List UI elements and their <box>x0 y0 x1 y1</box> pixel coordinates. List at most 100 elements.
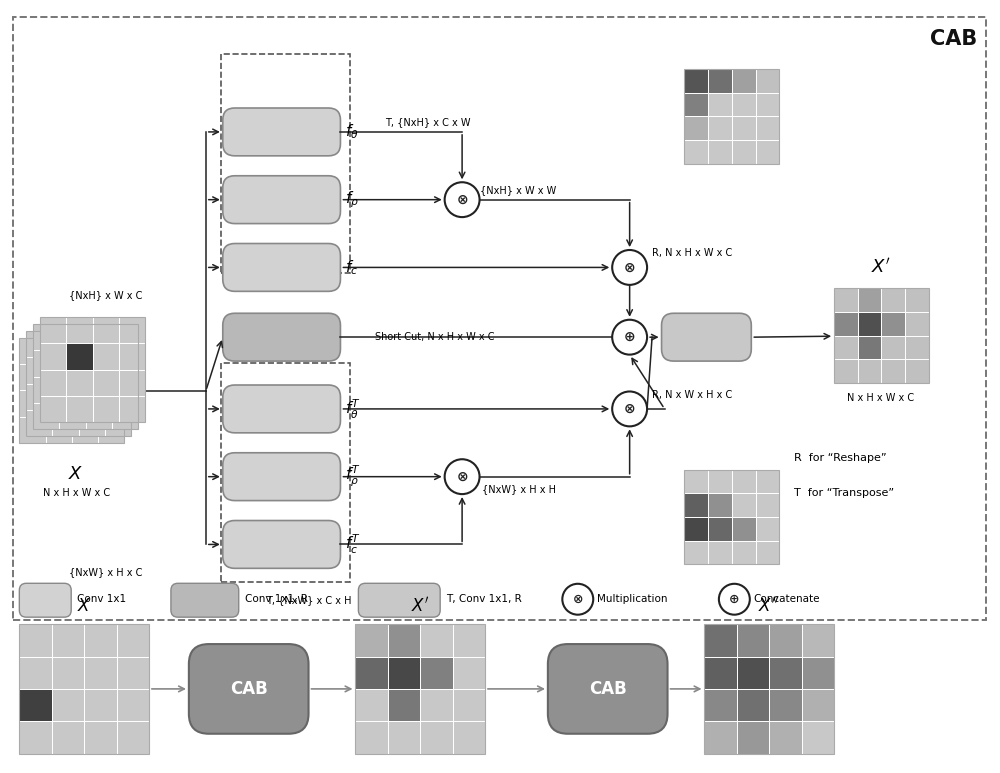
Bar <box>684 493 708 517</box>
Bar <box>732 470 756 493</box>
Bar <box>52 383 79 410</box>
Bar <box>84 656 117 689</box>
Text: ⊕: ⊕ <box>624 330 635 344</box>
Bar <box>420 624 453 656</box>
Bar <box>86 376 112 403</box>
Bar <box>737 656 769 689</box>
Bar <box>881 312 905 335</box>
Bar <box>93 369 119 396</box>
Bar <box>19 364 46 390</box>
Bar <box>46 417 72 443</box>
Bar <box>46 364 72 390</box>
Bar <box>86 350 112 376</box>
Bar <box>119 317 145 343</box>
Bar <box>355 656 388 689</box>
Bar <box>355 624 388 656</box>
Bar <box>708 140 732 164</box>
Bar <box>119 396 145 422</box>
Bar <box>756 540 779 564</box>
Bar <box>708 517 732 540</box>
Bar <box>40 317 66 343</box>
FancyBboxPatch shape <box>189 644 309 734</box>
Bar <box>684 540 708 564</box>
Bar <box>19 689 52 721</box>
Bar <box>732 140 756 164</box>
Circle shape <box>445 182 480 217</box>
Bar <box>834 359 858 383</box>
Text: $f_{\rho}$: $f_{\rho}$ <box>345 189 359 210</box>
FancyBboxPatch shape <box>223 313 340 361</box>
Bar <box>881 359 905 383</box>
Bar <box>33 403 59 429</box>
Bar <box>93 396 119 422</box>
Bar <box>112 350 138 376</box>
Bar <box>708 93 732 117</box>
Text: R, N x H x W x C: R, N x H x W x C <box>652 248 732 258</box>
Bar <box>769 721 802 754</box>
FancyBboxPatch shape <box>223 175 340 223</box>
Bar <box>684 517 708 540</box>
Bar <box>117 721 149 754</box>
Circle shape <box>612 320 647 355</box>
Bar <box>40 369 66 396</box>
Bar <box>19 721 52 754</box>
Bar <box>33 324 59 350</box>
FancyBboxPatch shape <box>19 584 71 617</box>
Bar <box>858 335 881 359</box>
Bar <box>98 364 124 390</box>
Text: $f_{\rho}^{T}$: $f_{\rho}^{T}$ <box>345 464 361 489</box>
Text: $X'$: $X'$ <box>411 597 429 616</box>
Bar <box>72 338 98 364</box>
Circle shape <box>562 584 593 615</box>
Bar <box>684 470 779 564</box>
FancyBboxPatch shape <box>171 584 239 617</box>
Bar <box>881 288 905 312</box>
Bar <box>905 335 929 359</box>
Text: N x H x W x C: N x H x W x C <box>847 393 915 403</box>
Bar <box>52 331 79 357</box>
Bar <box>708 69 732 93</box>
Bar <box>52 410 79 436</box>
Bar <box>66 317 93 343</box>
Bar <box>732 540 756 564</box>
Bar <box>19 656 52 689</box>
Bar <box>26 331 131 436</box>
Bar <box>704 656 737 689</box>
Text: $f_{\theta}$: $f_{\theta}$ <box>345 123 359 141</box>
Bar <box>704 721 737 754</box>
Bar <box>86 324 112 350</box>
Bar <box>708 493 732 517</box>
Bar <box>732 493 756 517</box>
Bar <box>388 721 420 754</box>
Bar <box>704 624 834 754</box>
Bar <box>756 93 779 117</box>
Text: Multiplication: Multiplication <box>597 594 667 604</box>
Bar <box>13 17 986 620</box>
Bar <box>905 312 929 335</box>
Bar <box>704 624 737 656</box>
Bar <box>684 117 708 140</box>
Text: N x H x W x C: N x H x W x C <box>43 488 110 498</box>
Bar <box>105 383 131 410</box>
Bar <box>52 357 79 383</box>
Bar <box>33 324 138 429</box>
Bar <box>453 624 485 656</box>
Bar <box>59 376 86 403</box>
Bar <box>105 331 131 357</box>
Bar <box>52 721 84 754</box>
Bar <box>684 69 708 93</box>
Text: CAB: CAB <box>930 29 977 49</box>
Text: Conv 1x1, R: Conv 1x1, R <box>245 594 308 604</box>
Bar <box>684 93 708 117</box>
Bar <box>119 369 145 396</box>
Text: T, {NxH} x C x W: T, {NxH} x C x W <box>385 117 471 127</box>
FancyBboxPatch shape <box>662 313 751 361</box>
Bar <box>26 410 52 436</box>
Bar <box>59 350 86 376</box>
Bar <box>802 624 834 656</box>
Text: $f_{c}^{T}$: $f_{c}^{T}$ <box>345 533 361 556</box>
Bar <box>59 324 86 350</box>
Bar <box>708 540 732 564</box>
Bar <box>117 624 149 656</box>
Bar <box>708 117 732 140</box>
